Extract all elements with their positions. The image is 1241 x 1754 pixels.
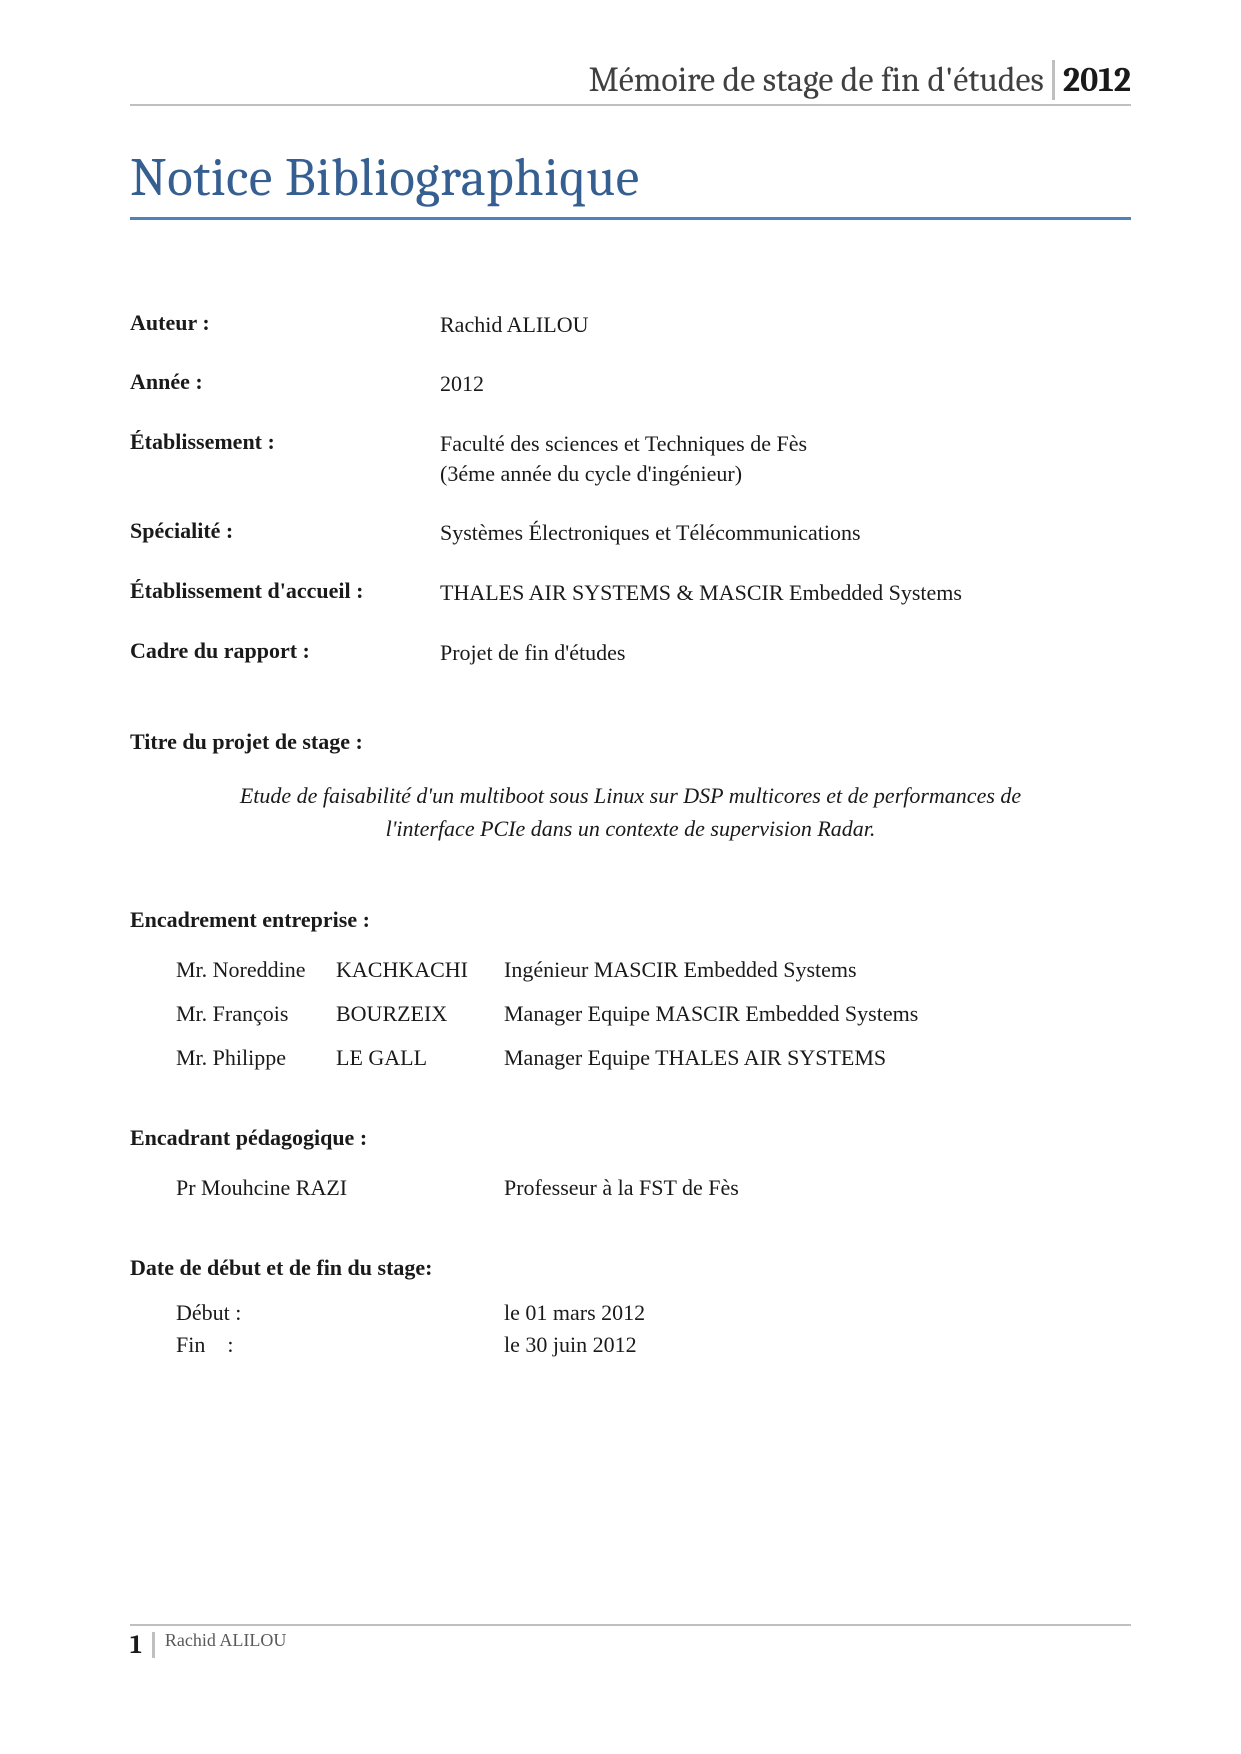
field-label: Spécialité :: [130, 518, 440, 548]
field-label: Établissement d'accueil :: [130, 578, 440, 608]
field-label: Année :: [130, 369, 440, 399]
header-bar: Mémoire de stage de fin d'études 2012: [130, 60, 1131, 106]
supervisor-table: Mr. Noreddine KACHKACHI Ingénieur MASCIR…: [176, 957, 1131, 1071]
supervisor-row: Mr. Philippe LE GALL Manager Equipe THAL…: [176, 1045, 1131, 1071]
field-auteur: Auteur : Rachid ALILOU: [130, 310, 1131, 340]
field-cadre: Cadre du rapport : Projet de fin d'étude…: [130, 638, 1131, 668]
field-specialite: Spécialité : Systèmes Électroniques et T…: [130, 518, 1131, 548]
supervisor-first: Mr. François: [176, 1001, 336, 1027]
supervisor-last: KACHKACHI: [336, 957, 504, 983]
project-title: Etude de faisabilité d'un multiboot sous…: [158, 779, 1103, 845]
footer: 1 Rachid ALILOU: [130, 1624, 1131, 1658]
supervisor-row: Mr. Noreddine KACHKACHI Ingénieur MASCIR…: [176, 957, 1131, 983]
field-etablissement: Établissement : Faculté des sciences et …: [130, 429, 1131, 488]
field-value: Systèmes Électroniques et Télécommunicat…: [440, 518, 861, 548]
field-value: THALES AIR SYSTEMS & MASCIR Embedded Sys…: [440, 578, 962, 608]
supervisor-first: Mr. Noreddine: [176, 957, 336, 983]
pedagogical-name: Pr Mouhcine RAZI: [176, 1175, 504, 1201]
date-start-row: Début : le 01 mars 2012: [176, 1297, 1131, 1329]
supervisor-role: Manager Equipe MASCIR Embedded Systems: [504, 1001, 1131, 1027]
footer-author: Rachid ALILOU: [165, 1630, 286, 1651]
supervisor-row: Mr. François BOURZEIX Manager Equipe MAS…: [176, 1001, 1131, 1027]
field-annee: Année : 2012: [130, 369, 1131, 399]
supervisor-first: Mr. Philippe: [176, 1045, 336, 1071]
field-value: Faculté des sciences et Techniques de Fè…: [440, 429, 807, 488]
project-title-line2: l'interface PCIe dans un contexte de sup…: [386, 816, 876, 841]
field-label: Auteur :: [130, 310, 440, 340]
field-accueil: Établissement d'accueil : THALES AIR SYS…: [130, 578, 1131, 608]
date-end-value: le 30 juin 2012: [504, 1329, 637, 1361]
date-start-label: Début :: [176, 1297, 504, 1329]
field-value: 2012: [440, 369, 484, 399]
title-underline: [130, 217, 1131, 220]
project-heading: Titre du projet de stage :: [130, 729, 1131, 755]
header-year: 2012: [1063, 60, 1131, 100]
header-title: Mémoire de stage de fin d'études: [589, 60, 1055, 100]
date-end-row: Fin : le 30 juin 2012: [176, 1329, 1131, 1361]
pedagogical-heading: Encadrant pédagogique :: [130, 1125, 1131, 1151]
footer-page-number: 1: [130, 1632, 155, 1658]
project-title-line1: Etude de faisabilité d'un multiboot sous…: [240, 783, 1021, 808]
page-container: Mémoire de stage de fin d'études 2012 No…: [0, 0, 1241, 1361]
field-value: Rachid ALILOU: [440, 310, 588, 340]
supervisor-last: BOURZEIX: [336, 1001, 504, 1027]
company-supervision-heading: Encadrement entreprise :: [130, 907, 1131, 933]
main-title: Notice Bibliographique: [130, 148, 1131, 209]
field-value: Projet de fin d'études: [440, 638, 625, 668]
dates-block: Début : le 01 mars 2012 Fin : le 30 juin…: [176, 1297, 1131, 1361]
date-start-value: le 01 mars 2012: [504, 1297, 645, 1329]
field-label: Cadre du rapport :: [130, 638, 440, 668]
supervisor-role: Ingénieur MASCIR Embedded Systems: [504, 957, 1131, 983]
field-label: Établissement :: [130, 429, 440, 488]
dates-heading: Date de début et de fin du stage:: [130, 1255, 1131, 1281]
pedagogical-row: Pr Mouhcine RAZI Professeur à la FST de …: [176, 1175, 1131, 1201]
supervisor-role: Manager Equipe THALES AIR SYSTEMS: [504, 1045, 1131, 1071]
pedagogical-role: Professeur à la FST de Fès: [504, 1175, 739, 1201]
date-end-label: Fin :: [176, 1329, 504, 1361]
supervisor-last: LE GALL: [336, 1045, 504, 1071]
